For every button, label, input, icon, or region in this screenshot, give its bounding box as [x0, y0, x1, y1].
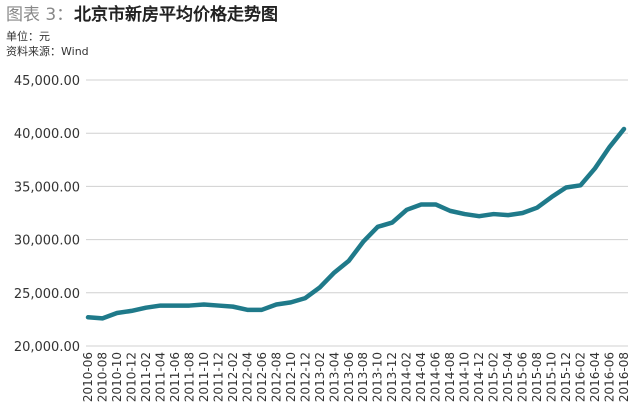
x-tick-label: 2016-04: [588, 352, 602, 402]
x-tick-label: 2012-06: [255, 352, 269, 402]
x-tick-label: 2015-12: [559, 352, 573, 402]
line: [85, 126, 627, 321]
x-tick-label: 2011-02: [139, 352, 153, 402]
x-tick-label: 2012-04: [240, 352, 254, 402]
x-tick-label: 2015-08: [530, 352, 544, 402]
x-tick-label: 2010-12: [124, 352, 138, 402]
y-tick-label: 35,000.00: [14, 180, 80, 195]
x-tick-label: 2015-02: [487, 352, 501, 402]
x-tick-label: 2016-06: [603, 352, 617, 402]
x-tick-label: 2010-06: [81, 352, 95, 402]
x-tick-label: 2013-02: [313, 352, 327, 402]
y-tick-label: 40,000.00: [14, 127, 80, 142]
x-tick-label: 2011-04: [153, 352, 167, 402]
x-tick-label: 2016-02: [574, 352, 588, 402]
y-tick-label: 25,000.00: [14, 287, 80, 302]
x-tick-label: 2014-06: [429, 352, 443, 402]
x-tick-label: 2013-06: [342, 352, 356, 402]
x-tick-label: 2011-12: [211, 352, 225, 402]
subtitle: 资料来源：Wind: [6, 44, 89, 58]
x-tick-label: 2011-08: [182, 352, 196, 402]
x-tick-label: 2014-08: [443, 352, 457, 402]
x-tick-label: 2011-06: [168, 352, 182, 402]
x-tick-label: 2014-10: [458, 352, 472, 402]
x-tick-label: 2015-10: [545, 352, 559, 402]
x-tick-label: 2012-02: [226, 352, 240, 402]
x-tick-label: 2014-04: [414, 352, 428, 402]
x-tick-label: 2014-12: [472, 352, 486, 402]
x-tick-label: 2014-02: [400, 352, 414, 402]
x-tick-label: 2010-10: [110, 352, 124, 402]
figure-label: 图表 3：: [6, 5, 73, 25]
x-tick-label: 2015-04: [501, 352, 515, 402]
x-tick-label: 2013-08: [356, 352, 370, 402]
x-tick-label: 2013-10: [371, 352, 385, 402]
chart-title: 北京市新房平均价格走势图: [74, 4, 278, 25]
x-tick-label: 2011-10: [197, 352, 211, 402]
x-tick-label: 2013-04: [327, 352, 341, 402]
x-tick-label: 2013-12: [385, 352, 399, 402]
y-tick-label: 45,000.00: [14, 74, 80, 89]
x-tick-label: 2010-08: [95, 352, 109, 402]
x-tick-label: 2012-10: [284, 352, 298, 402]
y-tick-label: 20,000.00: [14, 340, 80, 355]
subtitle: 单位：元: [6, 29, 50, 43]
x-tick-label: 2012-12: [298, 352, 312, 402]
x-tick-label: 2016-08: [617, 352, 631, 402]
x-tick-label: 2015-06: [516, 352, 530, 402]
y-tick-label: 30,000.00: [14, 234, 80, 249]
x-tick-label: 2012-08: [269, 352, 283, 402]
